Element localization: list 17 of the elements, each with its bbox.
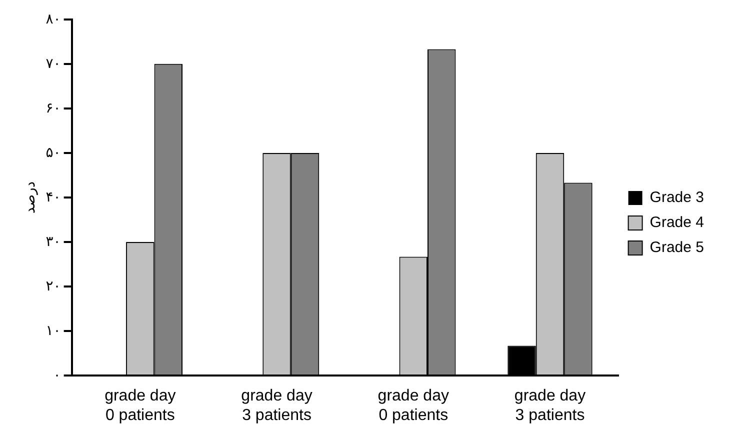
x-tick-label: grade day 3 patients (514, 388, 586, 424)
y-tick-label: ۲۰ (46, 277, 61, 294)
x-tick-label: grade day 3 patients (241, 388, 312, 424)
y-tick-label: ۳۰ (46, 232, 61, 249)
legend-label: Grade 3 (650, 189, 704, 206)
y-tick-label: ۵۰ (46, 144, 61, 160)
y-tick-label: ۴۰ (46, 188, 61, 204)
y-tick-label: ۷۰ (46, 54, 61, 71)
y-tick-label: ۶۰ (46, 99, 61, 116)
legend-label: Grade 5 (650, 239, 704, 256)
y-tick-label: ۸۰ (46, 10, 61, 26)
x-tick-label: grade day 0 patients (378, 388, 449, 424)
y-axis-title: درصد (21, 181, 38, 214)
y-tick-label: ۰ (53, 366, 61, 382)
legend-label: Grade 4 (650, 214, 704, 232)
x-tick-label: grade day 0 patients (104, 388, 176, 424)
y-tick-label: ۱۰ (46, 322, 61, 338)
